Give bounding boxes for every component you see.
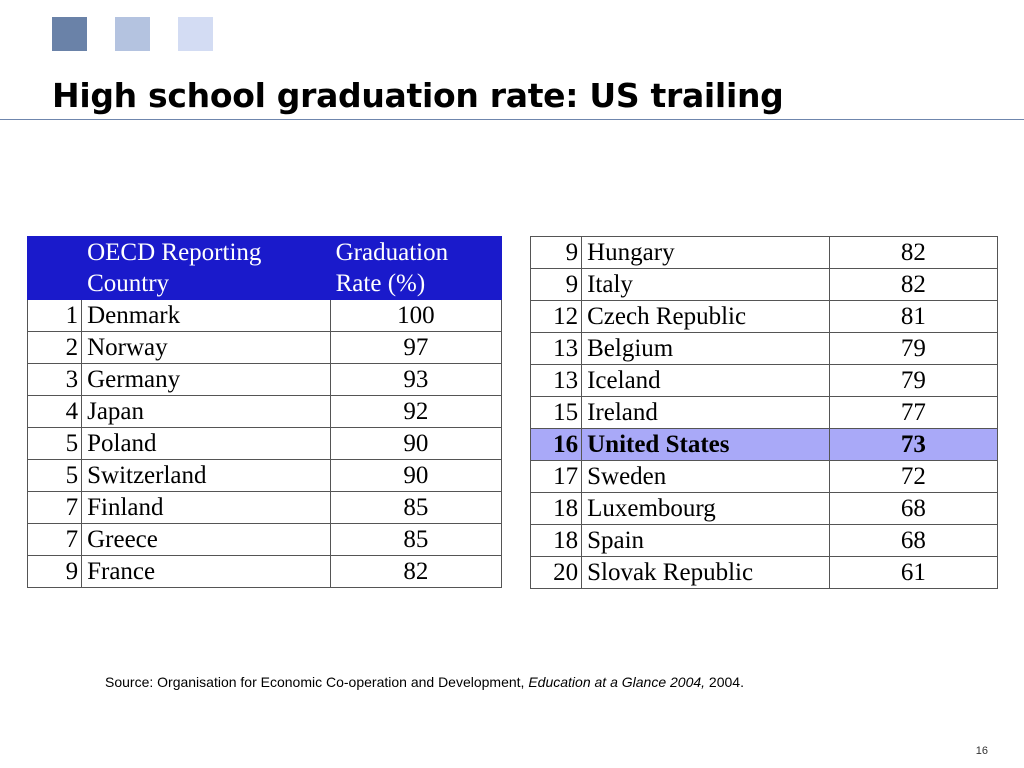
rank-cell: 7 xyxy=(26,491,83,524)
rank-cell: 9 xyxy=(529,268,583,301)
rate-cell: 68 xyxy=(828,492,999,525)
source-suffix: 2004. xyxy=(705,674,744,690)
table-row: 9 France 82 xyxy=(26,555,503,588)
rank-cell: 12 xyxy=(529,300,583,333)
source-publication: Education at a Glance 2004, xyxy=(528,674,706,690)
table-row: 17 Sweden 72 xyxy=(529,460,999,493)
country-cell: Japan xyxy=(81,395,331,428)
rank-cell: 9 xyxy=(529,236,583,269)
rate-cell: 72 xyxy=(828,460,999,493)
table-header-row: OECD Reporting Country Graduation Rate (… xyxy=(26,236,503,300)
country-cell: Poland xyxy=(81,427,331,460)
rank-cell: 20 xyxy=(529,556,583,589)
rate-cell: 100 xyxy=(329,299,503,332)
source-citation: Source: Organisation for Economic Co-ope… xyxy=(105,674,744,690)
title-divider xyxy=(0,119,1024,120)
table-row: 15 Ireland 77 xyxy=(529,396,999,429)
country-cell: Finland xyxy=(81,491,331,524)
country-cell: Slovak Republic xyxy=(581,556,830,589)
table-row: 5 Switzerland 90 xyxy=(26,459,503,492)
country-cell: Italy xyxy=(581,268,830,301)
rate-cell: 97 xyxy=(329,331,503,364)
rank-cell: 16 xyxy=(529,428,583,461)
highlighted-row-united-states: 16 United States 73 xyxy=(529,428,999,461)
rank-cell: 17 xyxy=(529,460,583,493)
rate-cell: 90 xyxy=(329,427,503,460)
rank-cell: 18 xyxy=(529,524,583,557)
country-cell: France xyxy=(81,555,331,588)
table-row: 9 Hungary 82 xyxy=(529,236,999,269)
page-number: 16 xyxy=(975,745,988,757)
rate-cell: 82 xyxy=(329,555,503,588)
country-cell: United States xyxy=(581,428,830,461)
table-row: 1 Denmark 100 xyxy=(26,299,503,332)
country-cell: Hungary xyxy=(581,236,830,269)
rate-cell: 92 xyxy=(329,395,503,428)
rate-cell: 73 xyxy=(828,428,999,461)
rank-cell: 7 xyxy=(26,523,83,556)
country-cell: Iceland xyxy=(581,364,830,397)
country-cell: Sweden xyxy=(581,460,830,493)
country-cell: Switzerland xyxy=(81,459,331,492)
country-cell: Belgium xyxy=(581,332,830,365)
country-cell: Greece xyxy=(81,523,331,556)
country-cell: Spain xyxy=(581,524,830,557)
table-row: 13 Iceland 79 xyxy=(529,364,999,397)
rate-cell: 93 xyxy=(329,363,503,396)
country-cell: Denmark xyxy=(81,299,331,332)
rate-cell: 77 xyxy=(828,396,999,429)
rank-cell: 9 xyxy=(26,555,83,588)
table-row: 5 Poland 90 xyxy=(26,427,503,460)
table-row: 2 Norway 97 xyxy=(26,331,503,364)
country-cell: Czech Republic xyxy=(581,300,830,333)
rate-cell: 82 xyxy=(828,236,999,269)
country-cell: Luxembourg xyxy=(581,492,830,525)
rate-cell: 81 xyxy=(828,300,999,333)
rate-cell: 61 xyxy=(828,556,999,589)
decor-square-3 xyxy=(178,17,213,51)
header-rank-cell xyxy=(26,236,83,300)
rate-cell: 90 xyxy=(329,459,503,492)
rank-cell: 4 xyxy=(26,395,83,428)
rank-cell: 5 xyxy=(26,427,83,460)
rank-cell: 2 xyxy=(26,331,83,364)
slide-title: High school graduation rate: US trailing xyxy=(52,76,784,115)
country-cell: Ireland xyxy=(581,396,830,429)
source-prefix: Source: Organisation for Economic Co-ope… xyxy=(105,674,529,690)
rank-cell: 13 xyxy=(529,332,583,365)
rate-cell: 82 xyxy=(828,268,999,301)
rate-cell: 79 xyxy=(828,332,999,365)
rank-cell: 15 xyxy=(529,396,583,429)
table-row: 3 Germany 93 xyxy=(26,363,503,396)
rank-cell: 1 xyxy=(26,299,83,332)
country-cell: Germany xyxy=(81,363,331,396)
rank-cell: 3 xyxy=(26,363,83,396)
country-cell: Norway xyxy=(81,331,331,364)
rate-cell: 85 xyxy=(329,523,503,556)
table-row: 7 Finland 85 xyxy=(26,491,503,524)
rank-cell: 13 xyxy=(529,364,583,397)
graduation-table-left: OECD Reporting Country Graduation Rate (… xyxy=(26,236,503,588)
table-row: 12 Czech Republic 81 xyxy=(529,300,999,333)
table-row: 13 Belgium 79 xyxy=(529,332,999,365)
table-row: 7 Greece 85 xyxy=(26,523,503,556)
rate-cell: 85 xyxy=(329,491,503,524)
header-rate: Graduation Rate (%) xyxy=(329,236,503,300)
graduation-table-right: 9 Hungary 82 9 Italy 82 12 Czech Republic 81 1… xyxy=(529,236,999,589)
decor-square-2 xyxy=(115,17,150,51)
rate-cell: 68 xyxy=(828,524,999,557)
table-row: 20 Slovak Republic 61 xyxy=(529,556,999,589)
header-country: OECD Reporting Country xyxy=(81,236,331,300)
table-row: 18 Spain 68 xyxy=(529,524,999,557)
table-row: 18 Luxembourg 68 xyxy=(529,492,999,525)
rank-cell: 18 xyxy=(529,492,583,525)
decor-square-1 xyxy=(52,17,87,51)
rank-cell: 5 xyxy=(26,459,83,492)
rate-cell: 79 xyxy=(828,364,999,397)
table-row: 9 Italy 82 xyxy=(529,268,999,301)
table-row: 4 Japan 92 xyxy=(26,395,503,428)
